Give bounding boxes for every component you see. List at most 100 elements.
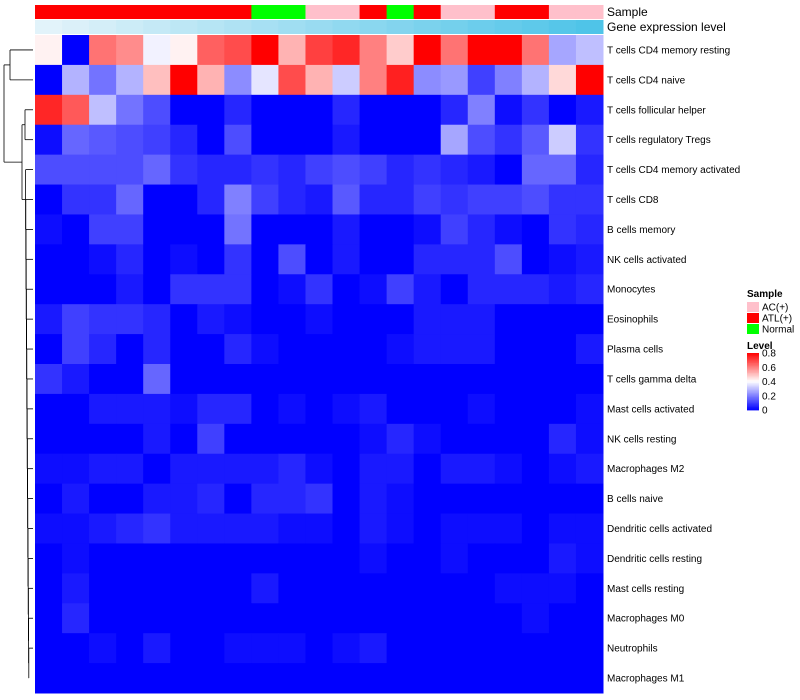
heatmap-cell: [548, 603, 577, 634]
heatmap-cell: [521, 663, 550, 694]
heatmap-cell: [440, 154, 469, 186]
heatmap-cell: [386, 543, 415, 574]
heatmap-cell: [35, 663, 63, 694]
heatmap-cell: [89, 633, 117, 664]
heatmap-cell: [305, 663, 334, 694]
heatmap-cell: [116, 244, 144, 275]
heatmap-cell: [386, 423, 415, 455]
heatmap-cell: [467, 64, 496, 96]
heatmap-cell: [332, 603, 361, 634]
heatmap-cell: [170, 663, 198, 694]
sample-annotation-cell: [494, 5, 523, 19]
heatmap-cell: [359, 633, 388, 664]
heatmap-cell: [440, 35, 469, 66]
heatmap-cell: [548, 513, 577, 544]
row-label: B cells naive: [607, 494, 664, 505]
heatmap-cell: [521, 603, 550, 634]
heatmap-cell: [197, 603, 225, 634]
heatmap-cell: [251, 633, 279, 664]
heatmap-cell: [62, 244, 90, 275]
heatmap-cell: [521, 423, 550, 455]
heatmap-cell: [224, 543, 252, 574]
heatmap-cell: [224, 663, 252, 694]
heatmap-cell: [224, 244, 252, 275]
expression-annotation-cell: [575, 20, 604, 34]
heatmap-cell: [548, 364, 577, 395]
heatmap-cell: [89, 214, 117, 245]
heatmap-cell: [521, 633, 550, 664]
heatmap-cell: [116, 124, 144, 156]
heatmap-cell: [197, 633, 225, 664]
row-label: Macrophages M0: [607, 614, 685, 625]
heatmap-cell: [413, 214, 442, 245]
heatmap-cell: [305, 513, 334, 544]
row-label: Macrophages M2: [607, 464, 685, 475]
heatmap-cell: [143, 64, 171, 96]
heatmap-cell: [278, 393, 306, 425]
heatmap-cell: [440, 573, 469, 604]
heatmap-cell: [386, 513, 415, 544]
heatmap-cell: [521, 124, 550, 156]
heatmap-cell: [413, 94, 442, 126]
heatmap-cell: [35, 64, 63, 96]
heatmap-cell: [197, 304, 225, 335]
heatmap-cell: [170, 423, 198, 455]
heatmap-cell: [359, 184, 388, 215]
colorbar-segment: [747, 398, 759, 401]
heatmap-cell: [548, 274, 577, 305]
heatmap-cell: [413, 244, 442, 275]
heatmap-cell: [116, 453, 144, 485]
heatmap-cell: [359, 244, 388, 275]
sample-annotation-cell: [440, 5, 469, 19]
heatmap-cell: [143, 124, 171, 156]
heatmap-cell: [467, 423, 496, 455]
heatmap-cell: [116, 274, 144, 305]
heatmap-cell: [170, 94, 198, 126]
heatmap-cell: [359, 573, 388, 604]
colorbar-tick-label: 0.2: [762, 391, 776, 402]
heatmap-cell: [359, 543, 388, 574]
heatmap-cell: [89, 543, 117, 574]
heatmap-cell: [116, 513, 144, 544]
heatmap-cell: [332, 573, 361, 604]
heatmap-cell: [305, 94, 334, 126]
heatmap-cell: [251, 304, 279, 335]
row-label: Plasma cells: [607, 345, 663, 356]
heatmap-cell: [278, 214, 306, 245]
heatmap-cell: [359, 513, 388, 544]
heatmap-cell: [575, 364, 604, 395]
heatmap-cell: [440, 94, 469, 126]
heatmap-cell: [494, 334, 523, 365]
heatmap-cell: [278, 64, 306, 96]
expression-annotation-cell: [251, 20, 279, 34]
heatmap-cell: [521, 513, 550, 544]
heatmap-cell: [305, 633, 334, 664]
heatmap-cell: [251, 483, 279, 515]
heatmap-cell: [440, 543, 469, 574]
heatmap-cell: [332, 513, 361, 544]
expression-annotation-cell: [305, 20, 334, 34]
expression-annotation-cell: [224, 20, 252, 34]
heatmap-cell: [305, 423, 334, 455]
heatmap-cell: [251, 543, 279, 574]
heatmap-cell: [278, 573, 306, 604]
heatmap-cell: [305, 214, 334, 245]
heatmap-cell: [575, 94, 604, 126]
heatmap-cell: [62, 483, 90, 515]
heatmap-cell: [521, 94, 550, 126]
heatmap-cell: [143, 393, 171, 425]
heatmap-cell: [305, 453, 334, 485]
heatmap-cell: [116, 573, 144, 604]
sample-annotation-cell: [89, 5, 117, 19]
heatmap-cell: [494, 184, 523, 215]
sample-annotation-cell: [332, 5, 361, 19]
heatmap-cell: [305, 35, 334, 66]
colorbar-tick-label: 0: [762, 406, 768, 417]
expression-annotation-cell: [332, 20, 361, 34]
heatmap-cell: [494, 603, 523, 634]
expression-annotation-cell: [197, 20, 225, 34]
heatmap-cell: [548, 304, 577, 335]
heatmap-cell: [170, 154, 198, 186]
heatmap-cell: [548, 244, 577, 275]
heatmap-cell: [143, 573, 171, 604]
